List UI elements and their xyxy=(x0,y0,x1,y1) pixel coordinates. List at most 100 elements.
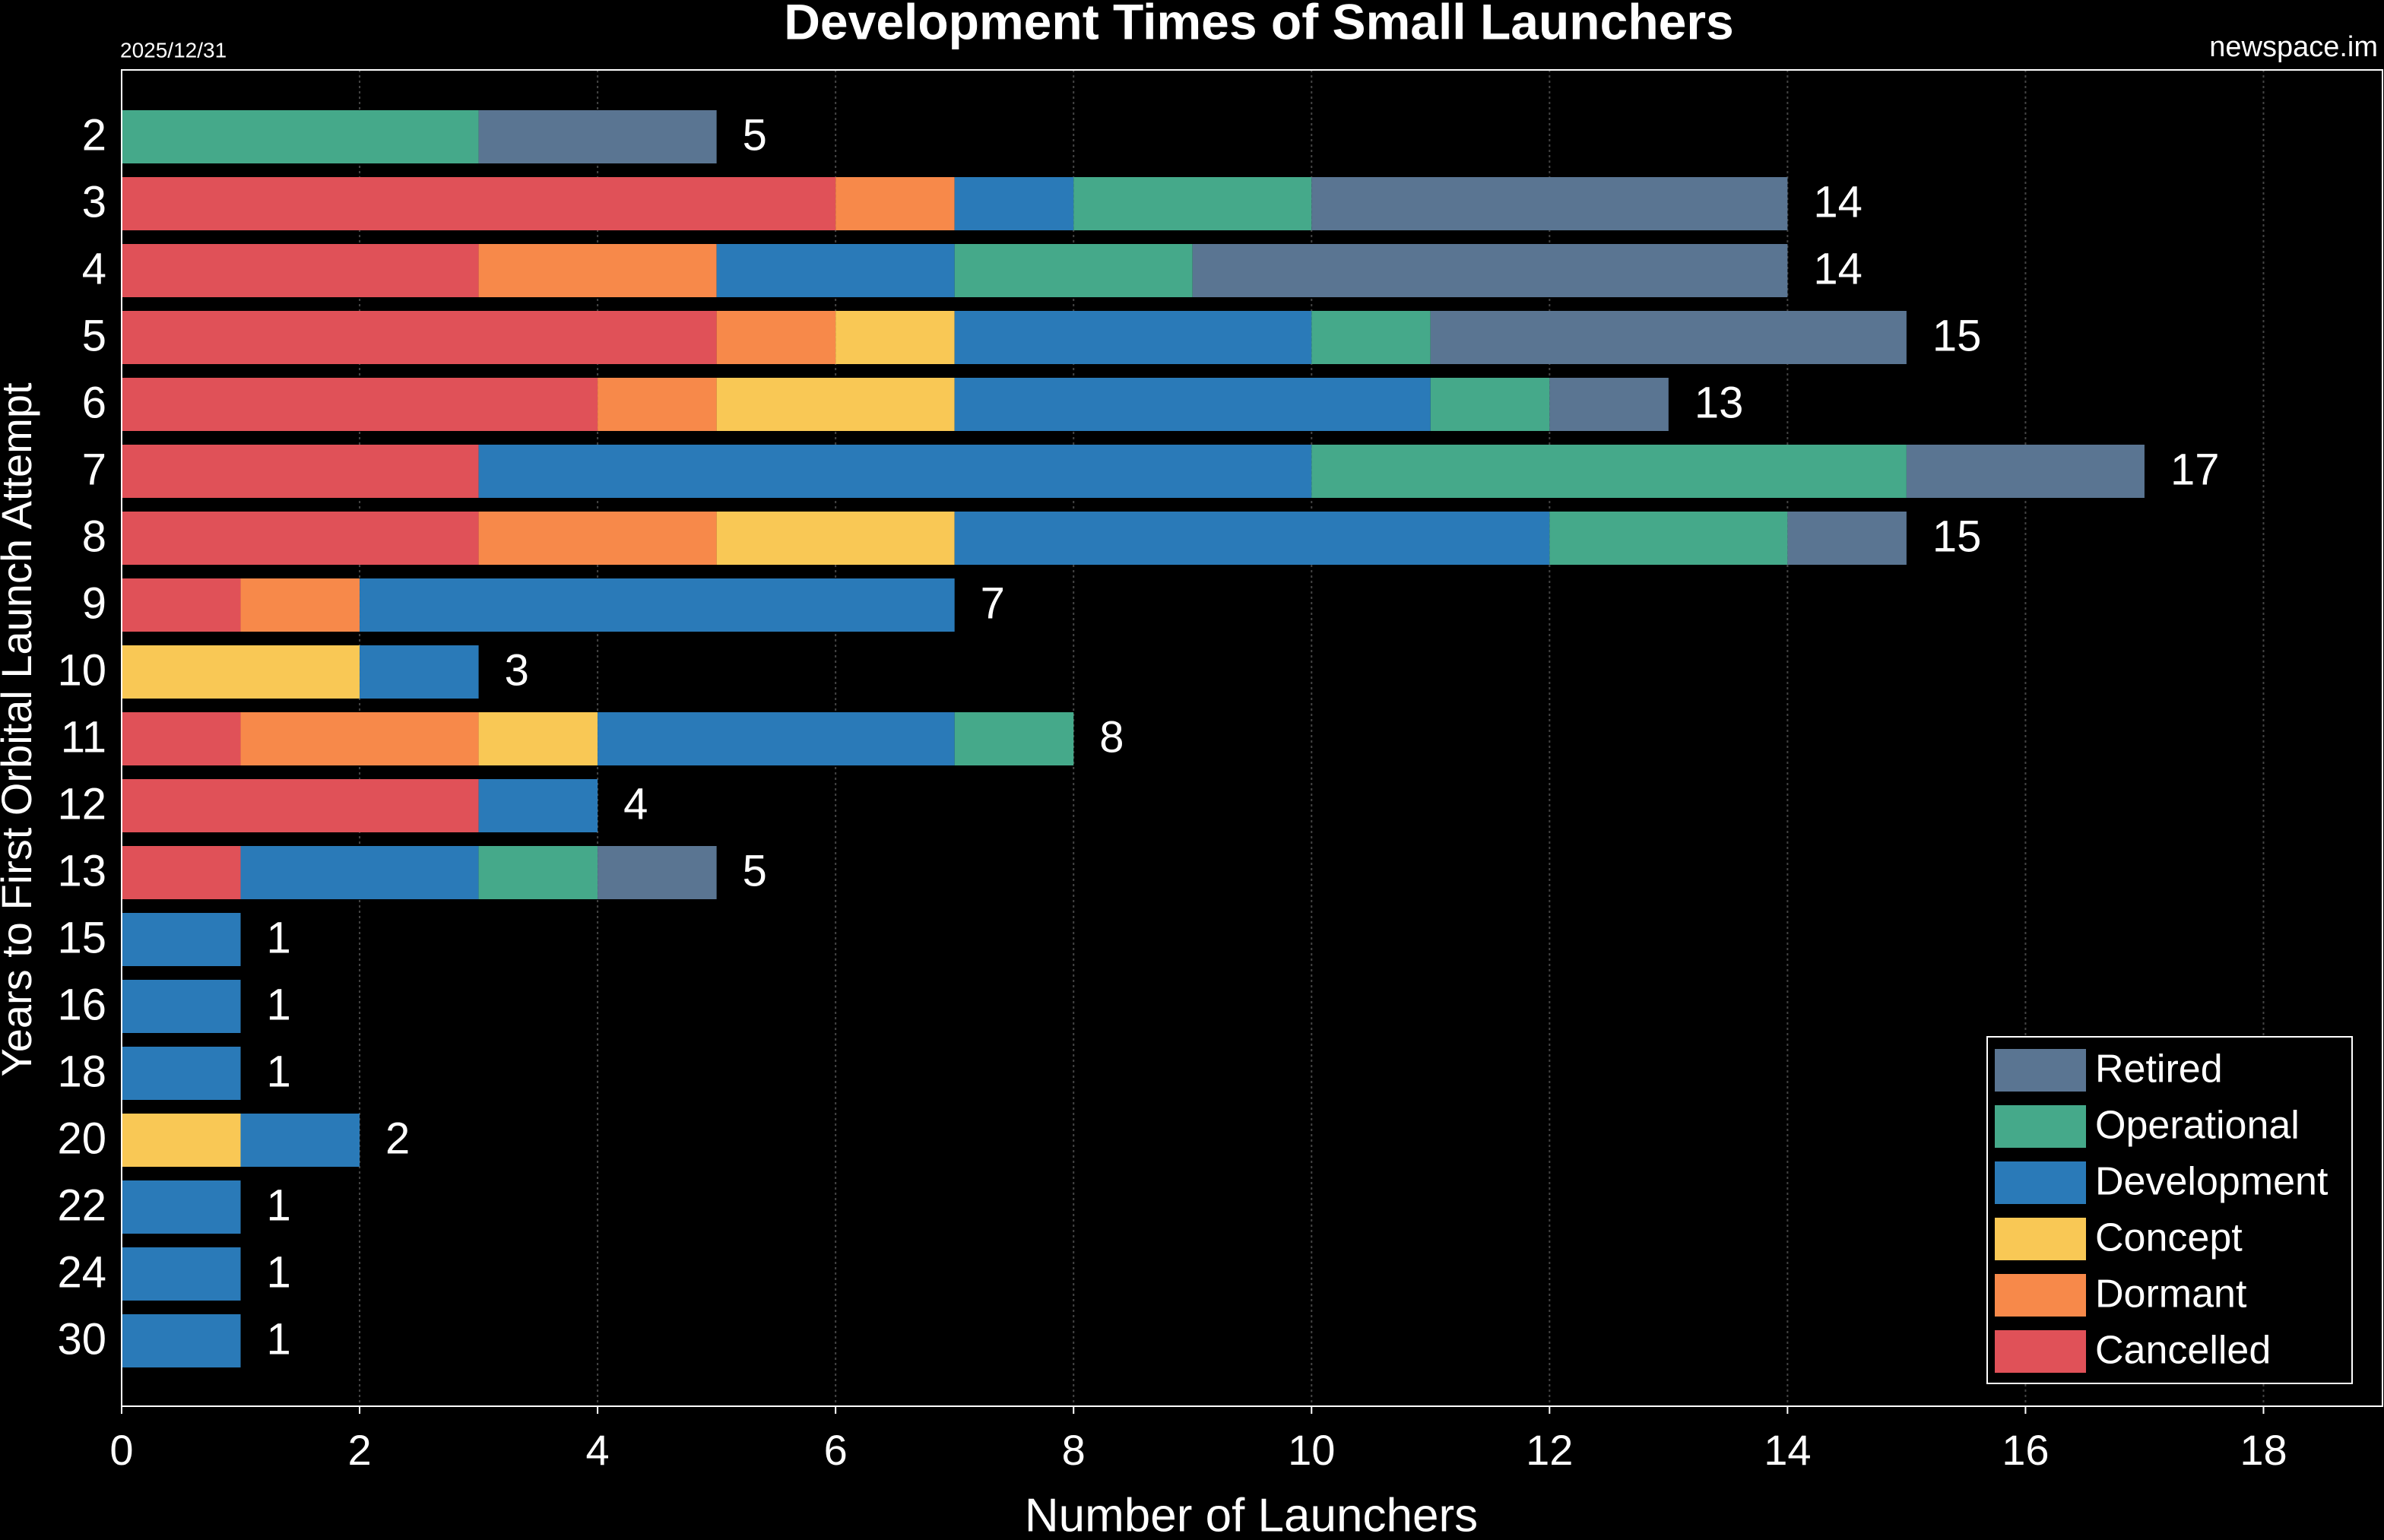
bar-segment xyxy=(122,645,360,699)
bar-segment xyxy=(122,177,836,230)
bar-segment xyxy=(122,1114,241,1167)
bar-segment xyxy=(478,110,717,163)
x-tick-label: 8 xyxy=(1062,1426,1086,1474)
y-tick-label: 11 xyxy=(61,712,106,762)
bar-segment xyxy=(1311,177,1788,230)
total-label: 2 xyxy=(385,1114,410,1163)
x-tick-label: 16 xyxy=(2002,1426,2049,1474)
chart-title: Development Times of Small Launchers xyxy=(784,0,1734,49)
legend-swatch xyxy=(1995,1330,2086,1373)
bar-segment xyxy=(122,1247,241,1301)
bar-segment xyxy=(122,244,479,297)
y-tick-label: 3 xyxy=(82,177,106,227)
bar-segment xyxy=(954,712,1074,765)
bar-segment xyxy=(954,512,1550,565)
legend-label: Development xyxy=(2095,1160,2329,1204)
bar-segment xyxy=(240,846,479,899)
legend-swatch xyxy=(1995,1105,2086,1148)
x-tick-label: 10 xyxy=(1288,1426,1335,1474)
bar-segment xyxy=(835,311,955,364)
total-label: 7 xyxy=(981,578,1005,628)
bar-segment xyxy=(122,846,241,899)
total-label: 1 xyxy=(267,1180,291,1230)
bar-segment xyxy=(122,445,479,498)
total-label: 5 xyxy=(743,110,767,160)
bar-segment xyxy=(1430,311,1907,364)
y-tick-label: 7 xyxy=(82,445,106,494)
bar-segment xyxy=(954,311,1312,364)
y-tick-label: 30 xyxy=(57,1314,106,1364)
bar-segment xyxy=(122,1314,241,1367)
y-tick-label: 20 xyxy=(57,1114,106,1163)
bar-segment xyxy=(240,578,360,632)
y-tick-label: 10 xyxy=(57,645,106,695)
x-tick-label: 4 xyxy=(586,1426,610,1474)
total-label: 1 xyxy=(267,1047,291,1096)
total-label: 1 xyxy=(267,980,291,1029)
bar-segment xyxy=(1549,512,1788,565)
bar-segment xyxy=(122,578,241,632)
x-tick-label: 18 xyxy=(2240,1426,2287,1474)
bar-segment xyxy=(122,311,717,364)
legend-label: Dormant xyxy=(2095,1272,2247,1317)
bar-segment xyxy=(716,311,836,364)
bar-segment xyxy=(122,1047,241,1100)
bar-segment xyxy=(835,177,955,230)
bar-segment xyxy=(240,712,479,765)
total-label: 14 xyxy=(1813,177,1862,227)
x-tick-label: 2 xyxy=(347,1426,371,1474)
total-label: 4 xyxy=(623,779,648,829)
bar-segment xyxy=(1311,445,1907,498)
y-tick-label: 18 xyxy=(57,1047,106,1096)
x-axis-label: Number of Launchers xyxy=(1025,1489,1478,1540)
legend-swatch xyxy=(1995,1218,2086,1260)
total-label: 5 xyxy=(743,846,767,895)
bar-segment xyxy=(478,846,598,899)
bar-segment xyxy=(360,578,955,632)
y-tick-label: 9 xyxy=(82,578,106,628)
bar-segment xyxy=(1787,512,1907,565)
y-tick-label: 15 xyxy=(57,913,106,962)
x-tick-label: 12 xyxy=(1526,1426,1573,1474)
bar-segment xyxy=(478,712,598,765)
total-label: 15 xyxy=(1932,311,1982,360)
bar-segment xyxy=(360,645,479,699)
y-tick-label: 12 xyxy=(57,779,106,829)
legend-swatch xyxy=(1995,1161,2086,1204)
y-axis-label: Years to First Orbital Launch Attempt xyxy=(0,382,40,1076)
bar-segment xyxy=(478,512,717,565)
bar-segment xyxy=(478,244,717,297)
bar-segment xyxy=(954,177,1074,230)
source: newspace.im xyxy=(2209,31,2378,63)
bar-segment xyxy=(1073,177,1312,230)
x-tick-label: 0 xyxy=(109,1426,133,1474)
bar-segment xyxy=(478,445,1312,498)
bar-segment xyxy=(122,980,241,1033)
bar-segment xyxy=(240,1114,360,1167)
bar-segment xyxy=(122,913,241,966)
bar-segment xyxy=(598,378,717,431)
legend-label: Retired xyxy=(2095,1047,2223,1092)
total-label: 3 xyxy=(505,645,529,695)
total-label: 13 xyxy=(1694,378,1744,427)
total-label: 14 xyxy=(1813,244,1862,293)
bar-segment xyxy=(122,512,479,565)
y-tick-label: 4 xyxy=(82,244,106,293)
bar-segment xyxy=(1192,244,1788,297)
legend-swatch xyxy=(1995,1049,2086,1092)
total-label: 8 xyxy=(1099,712,1124,762)
x-tick-label: 6 xyxy=(824,1426,848,1474)
legend-box xyxy=(1986,1036,2353,1384)
plot-frame xyxy=(121,69,2383,1407)
bar-segment xyxy=(122,712,241,765)
bar-segment xyxy=(478,779,598,832)
bar-segment xyxy=(122,378,598,431)
bar-segment xyxy=(122,1180,241,1234)
bar-segment xyxy=(598,712,955,765)
total-label: 1 xyxy=(267,913,291,962)
y-tick-label: 22 xyxy=(57,1180,106,1230)
total-label: 1 xyxy=(267,1247,291,1297)
bar-segment xyxy=(716,244,955,297)
legend-label: Operational xyxy=(2095,1104,2300,1148)
